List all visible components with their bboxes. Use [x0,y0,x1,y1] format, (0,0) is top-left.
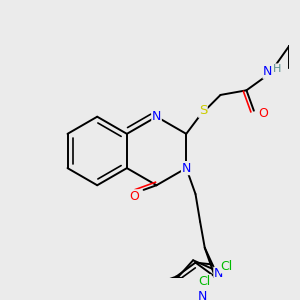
Text: S: S [199,104,207,117]
Text: Cl: Cl [199,275,211,288]
Text: H: H [273,64,281,74]
Text: O: O [258,107,268,120]
Text: N: N [214,267,223,280]
Text: N: N [263,65,272,78]
Text: O: O [129,190,139,203]
Text: N: N [182,162,191,175]
Text: Cl: Cl [220,260,232,273]
Text: N: N [152,110,161,123]
Text: N: N [198,290,208,300]
